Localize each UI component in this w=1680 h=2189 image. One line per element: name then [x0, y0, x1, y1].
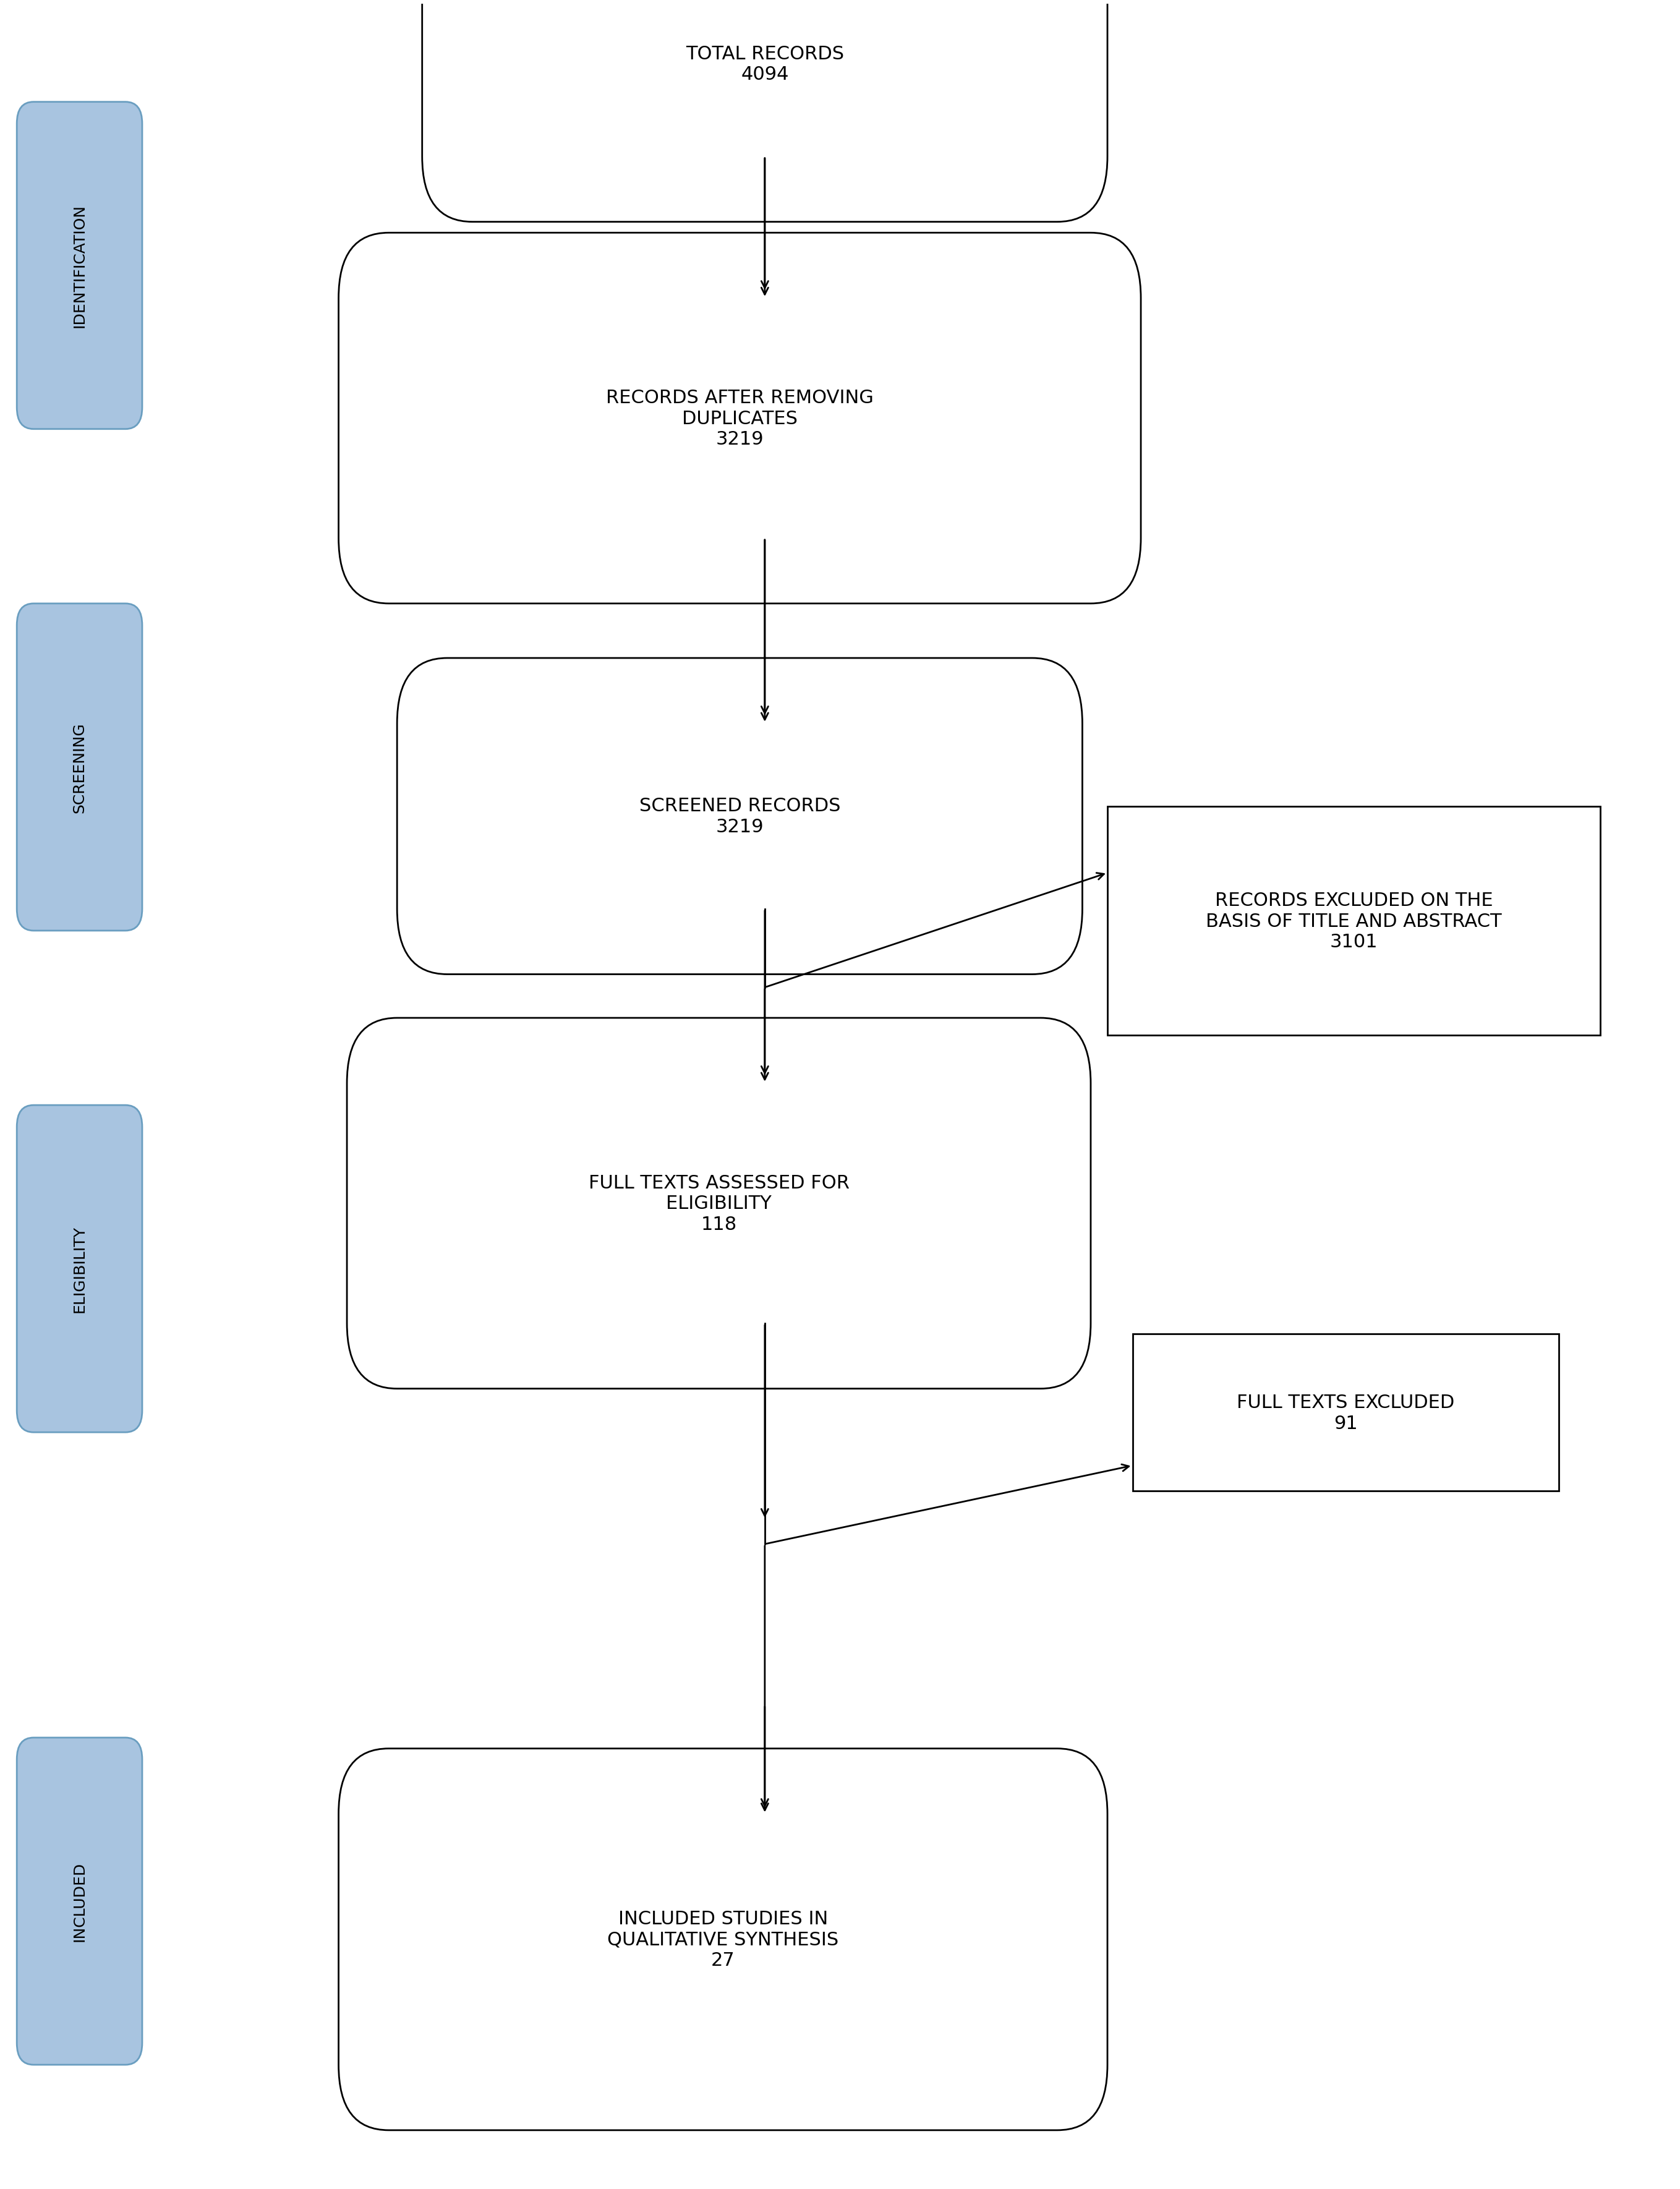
- FancyBboxPatch shape: [17, 604, 143, 930]
- FancyBboxPatch shape: [1107, 808, 1601, 1035]
- FancyBboxPatch shape: [422, 0, 1107, 223]
- Text: SCREENED RECORDS
3219: SCREENED RECORDS 3219: [638, 797, 840, 836]
- Text: RECORDS EXCLUDED ON THE
BASIS OF TITLE AND ABSTRACT
3101: RECORDS EXCLUDED ON THE BASIS OF TITLE A…: [1206, 891, 1502, 950]
- FancyBboxPatch shape: [339, 234, 1141, 604]
- Text: SCREENING: SCREENING: [72, 722, 87, 812]
- Text: FULL TEXTS ASSESSED FOR
ELIGIBILITY
118: FULL TEXTS ASSESSED FOR ELIGIBILITY 118: [588, 1173, 850, 1232]
- Text: IDENTIFICATION: IDENTIFICATION: [72, 204, 87, 328]
- FancyBboxPatch shape: [17, 1738, 143, 2064]
- Text: INCLUDED: INCLUDED: [72, 1861, 87, 1942]
- Text: TOTAL RECORDS
4094: TOTAL RECORDS 4094: [685, 46, 843, 83]
- FancyBboxPatch shape: [396, 659, 1082, 974]
- FancyBboxPatch shape: [348, 1018, 1090, 1388]
- Text: ELIGIBILITY: ELIGIBILITY: [72, 1226, 87, 1313]
- Text: FULL TEXTS EXCLUDED
91: FULL TEXTS EXCLUDED 91: [1236, 1394, 1455, 1432]
- FancyBboxPatch shape: [17, 1105, 143, 1432]
- FancyBboxPatch shape: [17, 103, 143, 429]
- Text: INCLUDED STUDIES IN
QUALITATIVE SYNTHESIS
27: INCLUDED STUDIES IN QUALITATIVE SYNTHESI…: [606, 1909, 838, 1970]
- Text: RECORDS AFTER REMOVING
DUPLICATES
3219: RECORDS AFTER REMOVING DUPLICATES 3219: [606, 390, 874, 449]
- FancyBboxPatch shape: [1132, 1335, 1559, 1491]
- FancyBboxPatch shape: [339, 1749, 1107, 2130]
